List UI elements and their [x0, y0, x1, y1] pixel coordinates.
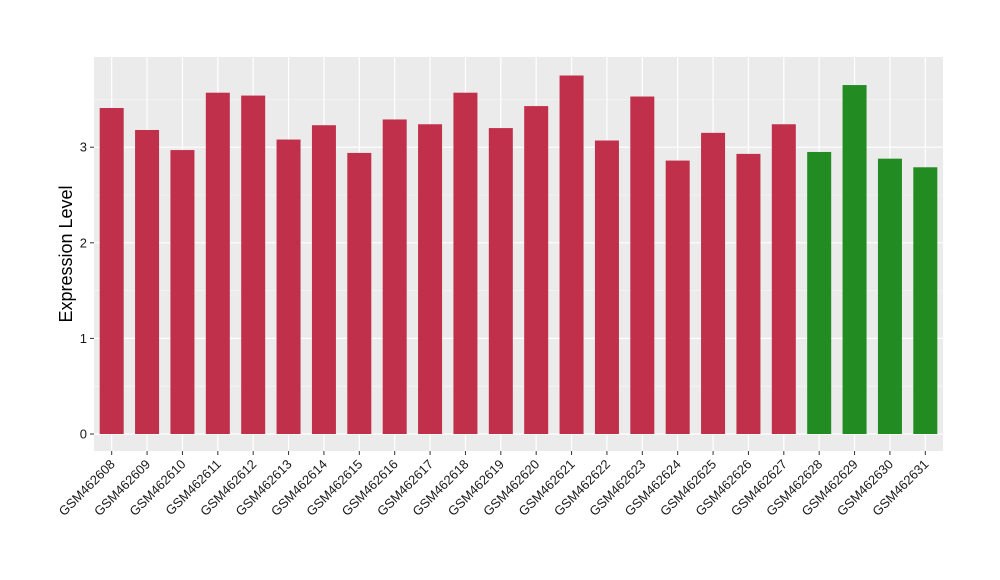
bar — [913, 167, 938, 434]
x-axis: GSM462608GSM462609GSM462610GSM462611GSM4… — [56, 451, 931, 519]
y-tick-label: 2 — [80, 235, 87, 250]
bar — [347, 152, 372, 434]
bar — [205, 92, 230, 434]
bar — [311, 125, 336, 434]
bar — [736, 153, 761, 434]
bars-group — [99, 75, 938, 435]
bar — [135, 129, 160, 434]
bar — [665, 160, 690, 435]
bar — [594, 140, 619, 434]
bar — [771, 124, 796, 435]
bar — [382, 119, 407, 434]
y-axis-title: Expression Level — [56, 185, 76, 322]
bar — [807, 151, 832, 435]
bar — [170, 150, 195, 434]
bar — [276, 139, 301, 434]
y-tick-label: 0 — [80, 427, 87, 442]
y-axis: 0 1 2 3 — [80, 140, 94, 442]
bar — [524, 106, 549, 434]
bar — [630, 96, 655, 435]
bar — [453, 92, 478, 434]
bar — [877, 158, 902, 434]
y-tick-label: 3 — [80, 140, 87, 155]
bar — [99, 108, 124, 434]
bar — [842, 85, 867, 434]
bar — [701, 132, 726, 435]
bar — [241, 95, 266, 435]
plot-panel — [94, 57, 943, 451]
bar — [418, 124, 443, 435]
y-tick-label: 1 — [80, 331, 87, 346]
bar — [488, 128, 513, 434]
bar — [559, 75, 584, 434]
minor-gridlines — [94, 99, 943, 387]
